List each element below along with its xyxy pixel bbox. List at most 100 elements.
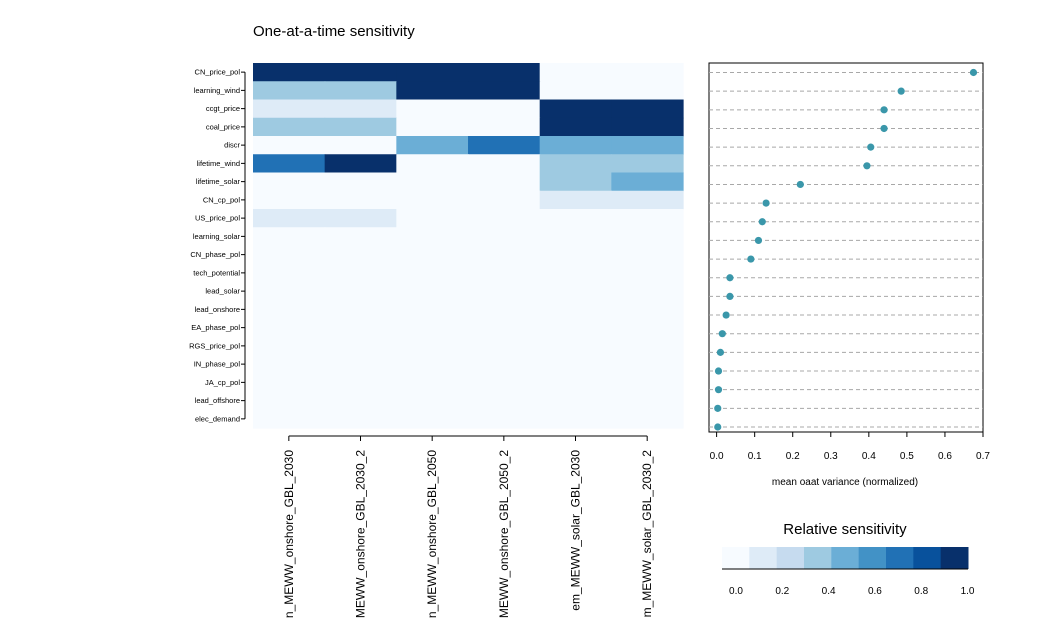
heatmap-row-label: lead_offshore <box>195 396 240 405</box>
heatmap-cell <box>539 355 612 374</box>
heatmap-cell <box>539 318 612 338</box>
heatmap-cell <box>539 209 612 228</box>
heatmap-cell <box>396 154 469 174</box>
legend-swatch <box>804 547 832 569</box>
color-legend: Relative sensitivity 0.0 0.2 0.4 0.6 0.8 1.0 <box>722 521 975 597</box>
legend-tick-label: 0.6 <box>868 586 882 597</box>
legend-swatch <box>886 547 914 569</box>
heatmap-cell <box>611 282 684 301</box>
heatmap-cell <box>539 81 612 101</box>
heatmap-cell <box>253 409 326 429</box>
heatmap-cell <box>611 373 684 393</box>
data-point <box>758 218 766 226</box>
data-point <box>762 199 770 207</box>
data-point <box>863 162 871 170</box>
heatmap-cell <box>253 81 326 101</box>
heatmap-cell <box>611 300 684 320</box>
heatmap-col-label: em_MEWW_solar_GBL_2030 <box>569 450 583 611</box>
heatmap-cell <box>468 209 541 228</box>
heatmap-cell <box>468 263 541 283</box>
heatmap-cell <box>253 172 326 192</box>
heatmap-cell <box>468 136 541 155</box>
heatmap-cell <box>396 245 469 265</box>
heatmap-cell <box>253 300 326 320</box>
data-point <box>714 404 722 412</box>
heatmap-cell <box>468 81 541 101</box>
heatmap-cell <box>253 245 326 265</box>
heatmap-cell <box>396 209 469 228</box>
heatmap-row-label: learning_wind <box>194 86 240 95</box>
heatmap-cell <box>324 99 397 119</box>
heatmap-cell <box>539 227 612 247</box>
legend-swatch <box>858 547 887 569</box>
heatmap-row-label: tech_potential <box>193 268 240 277</box>
heatmap-row-label: lead_solar <box>205 287 240 296</box>
heatmap-cell <box>396 81 469 101</box>
data-point <box>726 274 734 282</box>
heatmap-cell <box>253 99 326 119</box>
heatmap-cell <box>324 300 397 320</box>
heatmap-cell <box>468 227 541 247</box>
heatmap-cell <box>468 300 541 320</box>
heatmap-cell <box>324 355 397 374</box>
heatmap-col-label: n_MEWW_onshore_GBL_2050 <box>425 450 439 618</box>
x-tick-label: 0.2 <box>786 451 800 462</box>
data-point <box>714 423 722 431</box>
data-point <box>747 255 755 263</box>
heatmap-cell <box>611 63 684 82</box>
heatmap-cell <box>611 117 684 137</box>
x-tick-label: 0.6 <box>938 451 952 462</box>
heatmap-cell <box>253 355 326 374</box>
data-point <box>880 106 888 114</box>
heatmap-cell <box>611 336 684 356</box>
heatmap-row-label: JA_cp_pol <box>205 378 240 387</box>
legend-tick-label: 0.0 <box>729 586 743 597</box>
heatmap-cell <box>396 172 469 192</box>
heatmap-cell <box>539 373 612 393</box>
heatmap-cell <box>611 190 684 210</box>
heatmap-cell <box>324 409 397 429</box>
heatmap-cell <box>539 117 612 137</box>
heatmap-cell <box>253 373 326 393</box>
x-tick-label: 0.7 <box>976 451 990 462</box>
heatmap-cell <box>324 282 397 301</box>
heatmap-cell <box>611 391 684 411</box>
heatmap-cell <box>468 117 541 137</box>
heatmap-cell <box>253 282 326 301</box>
heatmap-col-label: MEWW_onshore_GBL_2030_2 <box>354 450 368 618</box>
heatmap-cell <box>253 63 326 82</box>
x-tick-label: 0.5 <box>900 451 914 462</box>
heatmap-cell <box>468 391 541 411</box>
heatmap-cell <box>468 154 541 174</box>
heatmap-row-label: lead_onshore <box>195 305 240 314</box>
legend-tick-label: 0.8 <box>914 586 928 597</box>
heatmap-cell <box>324 172 397 192</box>
heatmap-row-label: elec_demand <box>195 414 240 423</box>
heatmap-row-label: US_price_pol <box>195 214 240 223</box>
x-tick-label: 0.3 <box>824 451 838 462</box>
heatmap-cell <box>396 227 469 247</box>
heatmap-cell <box>253 391 326 411</box>
heatmap-row-label: CN_phase_pol <box>190 250 240 259</box>
heatmap-cell <box>611 99 684 119</box>
heatmap-col-label: n_MEWW_onshore_GBL_2030 <box>282 450 296 618</box>
heatmap: CN_price_pol learning_wind ccgt_price coal_… <box>189 63 684 618</box>
heatmap-cell <box>468 318 541 338</box>
heatmap-cell <box>324 190 397 210</box>
heatmap-cell <box>611 136 684 155</box>
data-point <box>716 348 725 356</box>
legend-title: Relative sensitivity <box>783 521 907 538</box>
heatmap-cell <box>539 63 612 82</box>
heatmap-cell <box>396 190 469 210</box>
x-axis-title: mean oaat variance (normalized) <box>772 477 918 488</box>
heatmap-cell <box>253 336 326 356</box>
heatmap-cell <box>539 336 612 356</box>
heatmap-row-label: CN_cp_pol <box>203 195 240 204</box>
data-point <box>969 68 978 77</box>
heatmap-cell <box>396 409 469 429</box>
heatmap-cell <box>396 300 469 320</box>
x-tick-label: 0.1 <box>748 451 762 462</box>
data-point <box>880 124 888 133</box>
heatmap-cell <box>539 154 612 174</box>
heatmap-cell <box>611 172 684 192</box>
